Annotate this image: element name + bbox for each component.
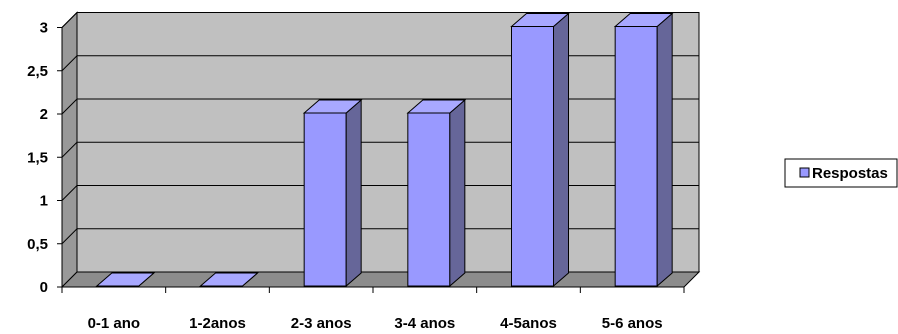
y-tick-label: 1	[40, 193, 48, 210]
chart-gridlines	[61, 12, 699, 245]
bar-side	[553, 12, 569, 288]
gridline	[61, 141, 699, 158]
gridline	[61, 228, 699, 245]
x-tick-label: 2-3 anos	[291, 315, 352, 332]
floor	[60, 271, 701, 288]
bar-top	[302, 99, 363, 114]
y-tick-label: 2	[40, 106, 48, 123]
legend-swatch	[799, 167, 810, 178]
y-tick-label: 1,5	[27, 149, 48, 166]
bar-3	[302, 98, 363, 288]
bar-front	[511, 26, 554, 287]
y-tick-label: 0	[40, 279, 48, 296]
bar-side	[345, 98, 362, 288]
bar-front	[407, 112, 451, 287]
chart-bars	[95, 12, 674, 288]
bar-4	[406, 98, 467, 288]
bar-side	[656, 12, 673, 288]
bar-6	[613, 12, 674, 288]
gridline	[61, 55, 699, 72]
bar-top	[613, 13, 674, 27]
gridline	[61, 12, 699, 28]
bar-front	[614, 26, 658, 287]
bar-top	[95, 272, 156, 287]
y-tick-label: 0,5	[27, 236, 48, 253]
gridline	[61, 98, 699, 115]
x-tick-label: 0-1 ano	[88, 315, 141, 332]
x-axis-tick-labels: 0-1 ano 1-2anos 2-3 anos 3-4 anos 4-5anos 5-6…	[88, 315, 663, 332]
bar-top	[199, 272, 259, 287]
y-tick-label: 3	[40, 20, 48, 37]
x-tick-label: 4-5anos	[500, 315, 557, 332]
bar-side	[449, 98, 466, 288]
x-tick-label: 1-2anos	[189, 315, 246, 332]
legend-label-respostas: Respostas	[812, 165, 888, 182]
gridline	[61, 185, 699, 201]
chart-axes	[57, 27, 685, 293]
y-tick-label: 2,5	[27, 63, 48, 80]
bar-top	[510, 13, 570, 27]
chart-legend: Respostas	[784, 158, 898, 188]
bar-top	[406, 99, 467, 114]
bar-1	[95, 272, 156, 287]
bar-2	[199, 272, 259, 287]
y-axis-tick-labels: 0 0,5 1 1,5 2 2,5 3	[27, 20, 48, 297]
bar-5	[510, 12, 570, 288]
x-tick-label: 3-4 anos	[394, 315, 455, 332]
x-tick-label: 5-6 anos	[602, 315, 663, 332]
bar-front	[303, 112, 347, 287]
chart-plot-area	[60, 11, 701, 289]
